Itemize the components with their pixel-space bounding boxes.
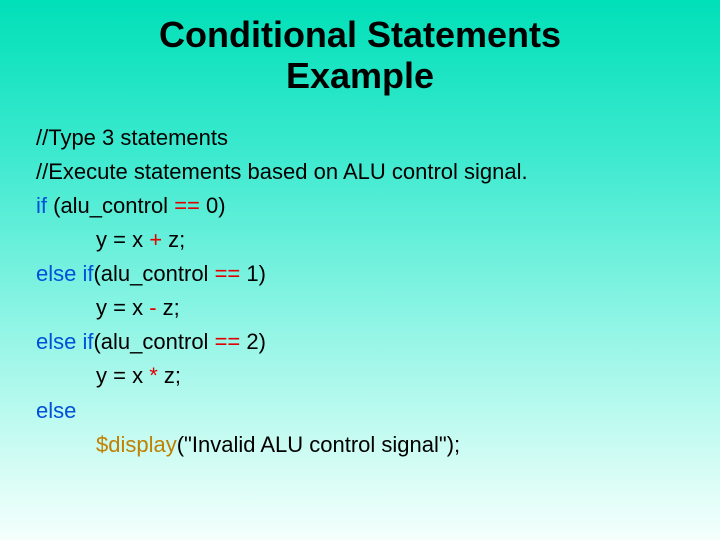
code-text: 2): [240, 329, 266, 354]
operator-eq: ==: [215, 261, 241, 286]
code-line-comment-2: //Execute statements based on ALU contro…: [36, 155, 720, 189]
keyword-if: if: [82, 329, 93, 354]
title-line-1: Conditional Statements: [159, 14, 561, 55]
code-line-assign-star: y = x * z;: [36, 359, 720, 393]
keyword-if: if: [36, 193, 47, 218]
code-text: z;: [158, 363, 181, 388]
title-line-2: Example: [286, 55, 434, 96]
code-text: y = x: [96, 295, 149, 320]
code-line-assign-plus: y = x + z;: [36, 223, 720, 257]
keyword-else: else: [36, 261, 76, 286]
code-line-if-0: if (alu_control == 0): [36, 189, 720, 223]
keyword-else: else: [36, 398, 76, 423]
comment-text: //Type 3 statements: [36, 125, 228, 150]
code-block: //Type 3 statements //Execute statements…: [0, 121, 720, 462]
keyword-if: if: [82, 261, 93, 286]
function-display: $display: [96, 432, 177, 457]
comment-text: //Execute statements based on ALU contro…: [36, 159, 528, 184]
operator-star: *: [149, 363, 158, 388]
code-line-assign-minus: y = x - z;: [36, 291, 720, 325]
code-text: 0): [200, 193, 226, 218]
operator-plus: +: [149, 227, 162, 252]
operator-eq: ==: [215, 329, 241, 354]
code-text: y = x: [96, 363, 149, 388]
code-text: (alu_control: [93, 329, 214, 354]
slide-title: Conditional Statements Example: [0, 14, 720, 97]
code-line-elseif-1: else if(alu_control == 1): [36, 257, 720, 291]
slide: Conditional Statements Example //Type 3 …: [0, 0, 720, 540]
code-text: 1): [240, 261, 266, 286]
code-text: (alu_control: [47, 193, 174, 218]
operator-minus: -: [149, 295, 156, 320]
code-text: y = x: [96, 227, 149, 252]
code-text: (alu_control: [93, 261, 214, 286]
code-text: z;: [162, 227, 185, 252]
code-line-else: else: [36, 394, 720, 428]
code-text: z;: [157, 295, 180, 320]
code-line-comment-1: //Type 3 statements: [36, 121, 720, 155]
code-line-elseif-2: else if(alu_control == 2): [36, 325, 720, 359]
code-line-display: $display("Invalid ALU control signal");: [36, 428, 720, 462]
operator-eq: ==: [174, 193, 200, 218]
keyword-else: else: [36, 329, 76, 354]
code-text: ("Invalid ALU control signal");: [177, 432, 460, 457]
